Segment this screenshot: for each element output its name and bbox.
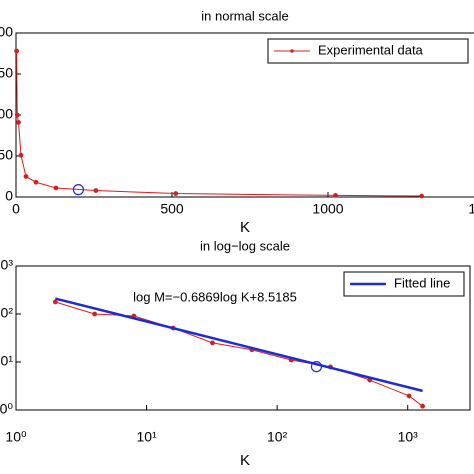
data-point [406,393,412,399]
data-point [14,48,20,54]
highlight-circle [72,184,85,196]
data-point [33,179,39,185]
chart-title: in log−log scale [200,238,290,253]
data-point [93,188,99,193]
x-tick-label: 1500 [468,201,474,217]
x-tick-label: 10³ [398,429,419,445]
x-axis-label: K [240,219,250,236]
data-point [92,311,98,317]
y-tick-label: 50 [0,147,13,163]
data-point [419,193,425,199]
chart-title: in normal scale [201,8,288,23]
annotation: log M=−0.6869log K+8.5185 [133,289,297,304]
data-point [210,340,215,346]
data-point [52,299,58,305]
y-tick-label: 100 [0,106,13,122]
legend-marker [290,49,294,53]
y-tick-label: 10² [0,305,13,321]
data-point [53,185,59,191]
highlight-circle [310,361,323,373]
data-point [173,191,179,196]
y-tick-label: 10¹ [0,353,13,369]
legend-label: Experimental data [318,42,424,57]
y-tick-label: 0 [5,188,13,204]
legend-label: Fitted line [394,275,450,290]
series-line [54,297,423,393]
data-point [333,192,338,198]
x-tick-label: 10² [267,429,288,445]
x-tick-label: 10¹ [136,429,157,445]
data-point [14,112,20,118]
y-tick-label: 200 [0,24,13,40]
data-point [18,152,24,158]
x-tick-label: 1000 [312,201,343,217]
data-point [420,403,425,409]
y-tick-label: 150 [0,65,13,81]
x-tick-label: 10⁰ [5,429,27,445]
x-axis-label: K [240,452,250,469]
y-tick-label: 10⁰ [0,401,13,417]
x-tick-label: 0 [12,201,20,217]
data-point [23,174,29,179]
data-point [16,119,21,125]
y-tick-label: 10³ [0,257,13,273]
x-tick-label: 500 [160,201,184,217]
